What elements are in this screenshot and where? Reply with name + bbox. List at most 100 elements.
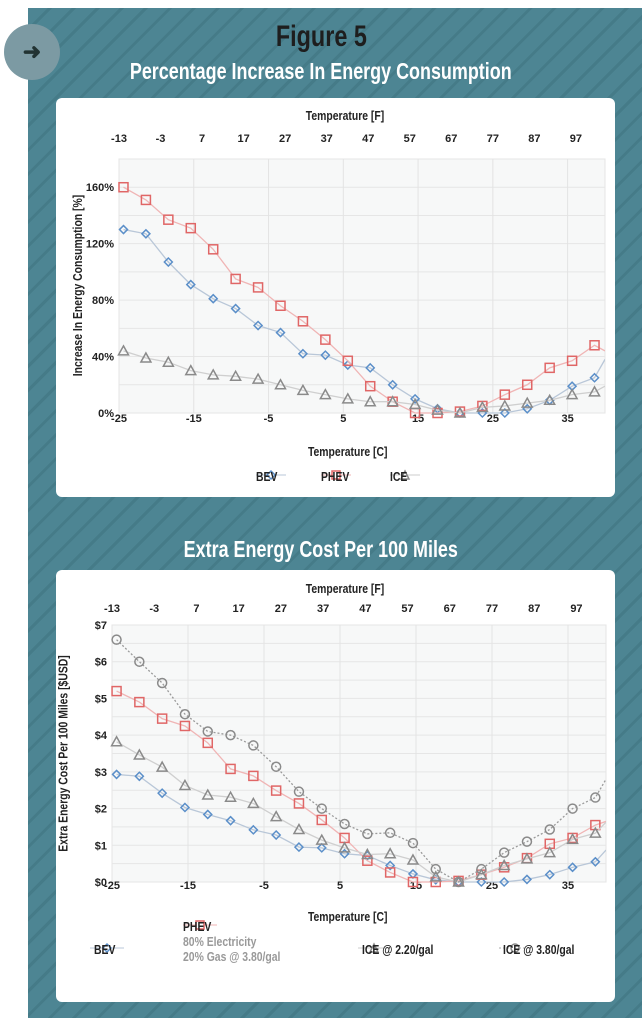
x-tick-label: 15: [412, 413, 424, 425]
point-ice-2-20-gal: [247, 796, 260, 809]
point-ice-2-20-gal: [589, 826, 602, 838]
point-bev: [521, 874, 533, 885]
point-phev: [362, 855, 373, 866]
chart1-x2-axis-title: Temperature [F]: [305, 108, 385, 123]
x-tick-label: 35: [561, 413, 573, 425]
point-ice: [139, 351, 153, 363]
x2-tick-label: 77: [487, 133, 499, 145]
y-tick-label: $4: [95, 730, 108, 742]
point-phev: [185, 222, 197, 234]
point-bev: [248, 824, 259, 835]
point-ice: [274, 378, 287, 390]
series-line-phev: [116, 690, 606, 883]
point-bev: [140, 228, 151, 239]
x2-tick-label: 47: [362, 133, 374, 145]
x-tick-label: -5: [264, 413, 274, 425]
point-phev: [140, 194, 152, 206]
point-ice: [117, 344, 130, 356]
arrow-badge-icon: ➜: [4, 24, 60, 80]
point-bev: [430, 874, 441, 885]
point-ice-3-80-gal: [544, 824, 556, 835]
chart2-y-axis-title: Extra Energy Cost Per 100 Miles [$USD]: [55, 655, 71, 852]
point-ice-3-80-gal: [498, 847, 510, 858]
point-ice-3-80-gal: [179, 708, 191, 720]
point-ice-3-80-gal: [111, 634, 122, 645]
point-ice: [543, 393, 556, 406]
point-bev: [111, 769, 122, 780]
x2-tick-label: 87: [528, 603, 540, 615]
figure-label: Figure 5: [275, 20, 367, 53]
point-bev: [293, 842, 305, 853]
point-phev: [179, 720, 191, 732]
point-ice-2-20-gal: [110, 735, 123, 747]
point-ice-2-20-gal: [224, 790, 237, 802]
point-phev: [156, 713, 168, 724]
point-ice-3-80-gal: [384, 827, 396, 839]
point-phev: [230, 273, 241, 285]
point-ice-2-20-gal: [383, 847, 397, 859]
point-phev: [111, 685, 122, 697]
point-phev: [134, 696, 145, 708]
x-tick-label: -25: [104, 880, 120, 892]
x2-tick-label: 17: [237, 133, 249, 145]
series-line-ice-2-20-gal: [116, 741, 606, 883]
point-bev: [253, 320, 264, 331]
point-ice: [498, 399, 512, 411]
point-ice-2-20-gal: [155, 760, 169, 772]
legend-bev-swatch: [90, 942, 124, 954]
point-ice-2-20-gal: [543, 846, 557, 858]
point-ice-2-20-gal: [201, 788, 215, 800]
y-tick-label: $2: [95, 804, 107, 816]
point-ice-2-20-gal: [520, 852, 534, 864]
point-phev: [297, 316, 309, 327]
point-phev: [248, 770, 259, 782]
point-bev: [297, 348, 308, 359]
point-phev: [293, 798, 305, 809]
point-ice-3-80-gal: [567, 803, 578, 814]
series-line-ice-3-80-gal: [116, 639, 606, 883]
y-tick-label: $5: [95, 693, 107, 705]
legend-ice-380: ICE @ 3.80/gal: [499, 942, 592, 957]
y-tick-label: $0: [95, 877, 107, 889]
point-bev: [118, 224, 129, 235]
point-ice-3-80-gal: [134, 656, 145, 667]
x2-tick-label: 97: [570, 133, 582, 145]
point-bev: [365, 362, 376, 373]
point-ice-3-80-gal: [590, 792, 601, 803]
point-ice: [341, 392, 355, 404]
x2-tick-label: 37: [317, 603, 329, 615]
point-bev: [589, 372, 600, 383]
x2-tick-label: 27: [275, 603, 287, 615]
point-phev: [118, 181, 129, 193]
point-phev: [202, 737, 214, 749]
x2-tick-label: 77: [486, 603, 498, 615]
point-bev: [157, 788, 168, 799]
point-bev: [387, 379, 398, 390]
point-ice: [588, 385, 601, 397]
point-phev: [499, 389, 511, 400]
x2-tick-label: 27: [279, 133, 291, 145]
point-bev: [476, 876, 487, 888]
point-ice-2-20-gal: [338, 841, 351, 853]
legend-bev: BEV: [256, 469, 286, 484]
y-tick-label: $1: [95, 840, 107, 852]
point-bev: [230, 303, 241, 314]
x-tick-label: 5: [340, 413, 346, 425]
point-bev: [410, 393, 421, 404]
point-ice: [431, 403, 444, 415]
point-ice: [229, 369, 242, 382]
point-bev: [320, 350, 331, 361]
point-ice-2-20-gal: [475, 868, 488, 880]
point-ice: [408, 397, 422, 410]
chart1-plot: -25 -15 -5 5 15 25 35 -13 -3 7 17 27 37 47 57 67 77 87 97 0…: [86, 133, 606, 425]
point-bev: [225, 815, 236, 826]
legend-bev: BEV: [90, 942, 124, 957]
x2-tick-label: -3: [149, 603, 159, 615]
point-ice-3-80-gal: [293, 786, 305, 797]
legend-ice-swatch: [390, 469, 420, 480]
point-phev: [225, 763, 236, 775]
chart1-title: Percentage Increase In Energy Consumptio…: [130, 58, 512, 84]
point-phev: [521, 379, 533, 391]
point-bev: [385, 860, 396, 871]
point-bev: [185, 279, 196, 290]
